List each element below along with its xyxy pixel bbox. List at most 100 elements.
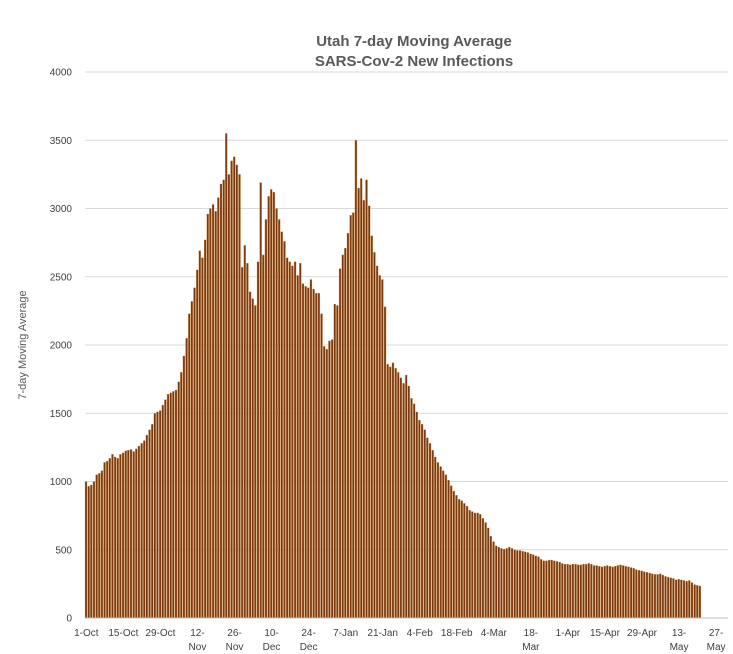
bar — [322, 346, 326, 619]
bar — [534, 555, 538, 619]
bar — [476, 512, 479, 619]
bar — [370, 235, 373, 619]
bar — [296, 275, 299, 619]
bar — [656, 574, 659, 619]
bar — [124, 450, 127, 619]
bar — [405, 374, 408, 619]
bar — [338, 268, 342, 619]
bar — [680, 579, 683, 619]
bar — [399, 377, 403, 619]
y-tick-label: 2000 — [50, 341, 73, 352]
bar — [643, 571, 646, 619]
bar — [288, 261, 291, 619]
bar — [518, 550, 522, 619]
y-tick-label: 500 — [55, 545, 72, 556]
x-tick-label: 26- — [227, 628, 241, 639]
bar — [240, 267, 244, 619]
bar — [685, 580, 688, 619]
bar — [225, 133, 228, 619]
bar — [182, 355, 186, 619]
bar — [418, 419, 421, 619]
bar — [299, 262, 302, 619]
bar — [344, 247, 347, 619]
bar — [412, 403, 416, 619]
bar — [246, 262, 249, 619]
bar — [275, 208, 278, 619]
bar — [373, 252, 376, 619]
y-tick-label: 1000 — [50, 477, 73, 488]
bar — [227, 174, 231, 619]
bar — [169, 392, 172, 619]
x-tick-label: 7-Jan — [333, 628, 358, 639]
bar — [547, 559, 551, 619]
bar — [481, 518, 485, 619]
bar — [608, 565, 612, 619]
bar — [291, 265, 294, 619]
bar — [502, 548, 506, 619]
bar — [262, 254, 265, 619]
bar — [500, 548, 503, 619]
bar — [243, 245, 246, 619]
bar — [619, 564, 622, 619]
bar — [669, 577, 672, 619]
bar — [336, 305, 339, 619]
bar — [603, 565, 606, 619]
bar — [622, 565, 625, 619]
x-tick-label: Dec — [300, 642, 318, 653]
bar — [87, 486, 90, 619]
bar — [180, 372, 183, 619]
bar — [391, 362, 395, 619]
bar — [672, 578, 675, 619]
bar — [561, 563, 564, 619]
bar — [132, 451, 135, 619]
bar — [550, 559, 553, 619]
bar — [455, 494, 458, 619]
bar — [315, 292, 318, 619]
bar — [651, 573, 654, 619]
bar — [140, 443, 143, 619]
bar — [293, 261, 297, 619]
bar — [145, 434, 149, 619]
bar — [119, 454, 122, 619]
bar — [108, 458, 112, 619]
bar — [444, 474, 448, 619]
bar — [624, 565, 627, 619]
bar — [616, 565, 620, 619]
bar — [698, 585, 702, 619]
bar — [595, 565, 598, 619]
bar — [349, 215, 352, 619]
bar — [542, 560, 545, 619]
bar — [164, 399, 167, 619]
bar — [129, 449, 133, 619]
bar — [360, 178, 363, 619]
bar — [682, 580, 686, 619]
x-tick-label: 1-Oct — [74, 628, 99, 639]
x-tick-label: 15-Oct — [108, 628, 138, 639]
bar — [487, 527, 490, 619]
bar — [571, 563, 575, 619]
bar — [508, 546, 511, 619]
bar — [272, 191, 276, 619]
bar — [92, 481, 96, 619]
bar — [611, 566, 614, 619]
bar — [606, 565, 609, 619]
bar — [143, 440, 146, 619]
bar — [320, 313, 323, 619]
bar — [195, 269, 199, 619]
bar — [627, 566, 630, 619]
x-tick-label: Nov — [189, 642, 207, 653]
y-tick-label: 2500 — [50, 272, 73, 283]
bar — [653, 574, 657, 619]
bar — [457, 499, 461, 619]
bar — [153, 413, 157, 619]
x-tick-label: 18- — [524, 628, 538, 639]
bar — [577, 564, 580, 619]
bar — [537, 556, 540, 619]
bar — [394, 368, 397, 619]
bar — [465, 505, 469, 619]
bar — [211, 204, 215, 619]
bar — [566, 563, 569, 619]
bar — [381, 279, 384, 619]
bar — [185, 338, 188, 619]
bar — [582, 563, 585, 619]
